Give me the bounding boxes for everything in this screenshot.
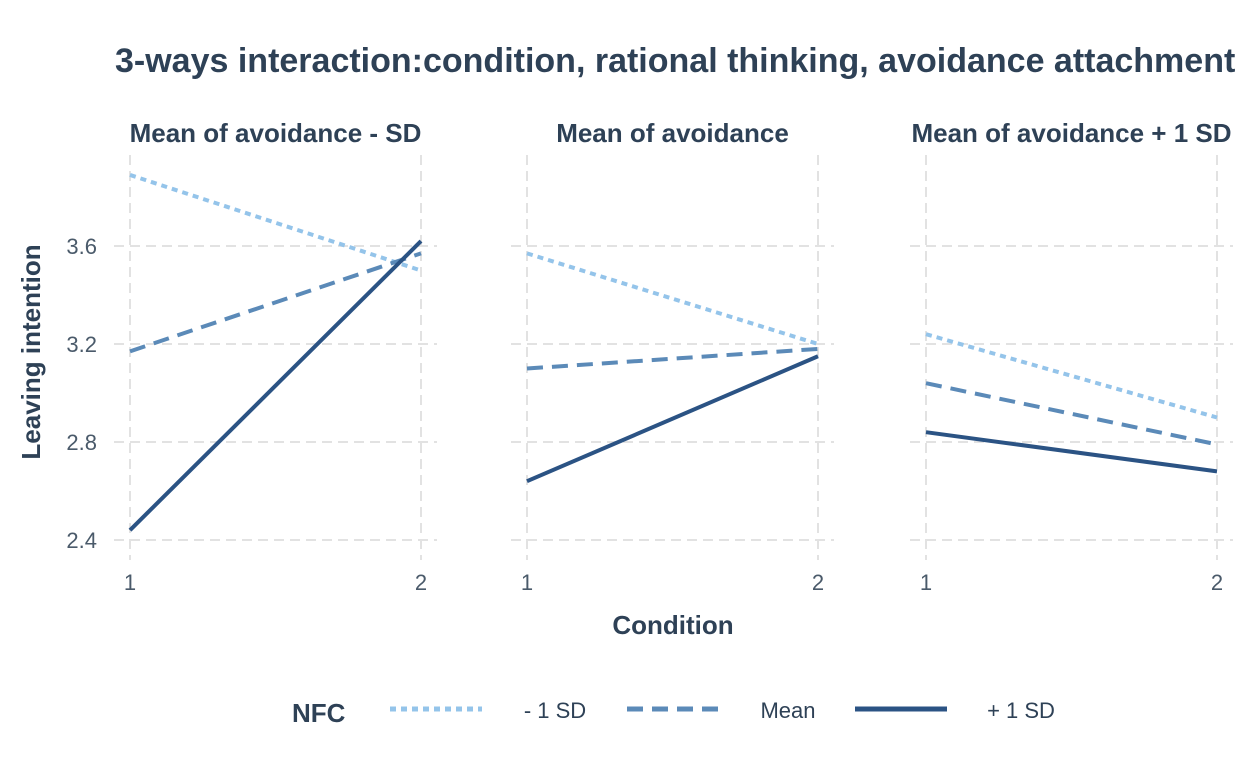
legend: NFC - 1 SD Mean + 1 SD xyxy=(292,698,1055,728)
legend-title: NFC xyxy=(292,698,346,728)
legend-label: - 1 SD xyxy=(524,698,586,723)
legend-label: + 1 SD xyxy=(987,698,1055,723)
panel-title: Mean of avoidance + 1 SD xyxy=(911,118,1231,148)
series-line-plus-1sd xyxy=(526,354,819,484)
chart-title: 3-ways interaction:condition, rational t… xyxy=(115,42,1235,80)
series-line-mean xyxy=(526,346,819,371)
facet-panels: Mean of avoidance - SD1 22.42.83.23.6Mean… xyxy=(66,118,1233,595)
panel-title: Mean of avoidance xyxy=(556,118,789,148)
series-line-plus-1sd xyxy=(128,239,423,532)
y-tick-label: 2.8 xyxy=(66,430,97,455)
legend-label: Mean xyxy=(760,698,815,723)
x-tick-label: 1 xyxy=(521,570,533,595)
y-tick-label: 3.2 xyxy=(66,332,97,357)
x-tick-label: 1 xyxy=(920,570,932,595)
y-tick-label: 3.6 xyxy=(66,234,97,259)
panel-2: Mean of avoidance 1 2 xyxy=(511,118,834,595)
x-tick-label: 1 xyxy=(124,570,136,595)
series-line-minus-1sd xyxy=(925,332,1218,420)
y-tick-label: 2.4 xyxy=(66,528,97,553)
panel-title: Mean of avoidance - SD xyxy=(130,118,422,148)
series-line-mean xyxy=(129,251,422,354)
x-axis-label: Condition xyxy=(612,610,733,640)
x-tick-label: 2 xyxy=(812,570,824,595)
series-line-mean xyxy=(925,381,1218,447)
x-tick-label: 2 xyxy=(415,570,427,595)
panel-3: Mean of avoidance + 1 SD 1 2 xyxy=(910,118,1233,595)
series-line-minus-1sd xyxy=(129,173,422,273)
y-axis-label: Leaving intention xyxy=(16,244,46,459)
series-line-minus-1sd xyxy=(526,251,819,346)
series-line-plus-1sd xyxy=(925,430,1218,474)
x-tick-label: 2 xyxy=(1211,570,1223,595)
panel-1: Mean of avoidance - SD 1 2 2.4 2.8 3.2 3.6 xyxy=(66,118,437,595)
